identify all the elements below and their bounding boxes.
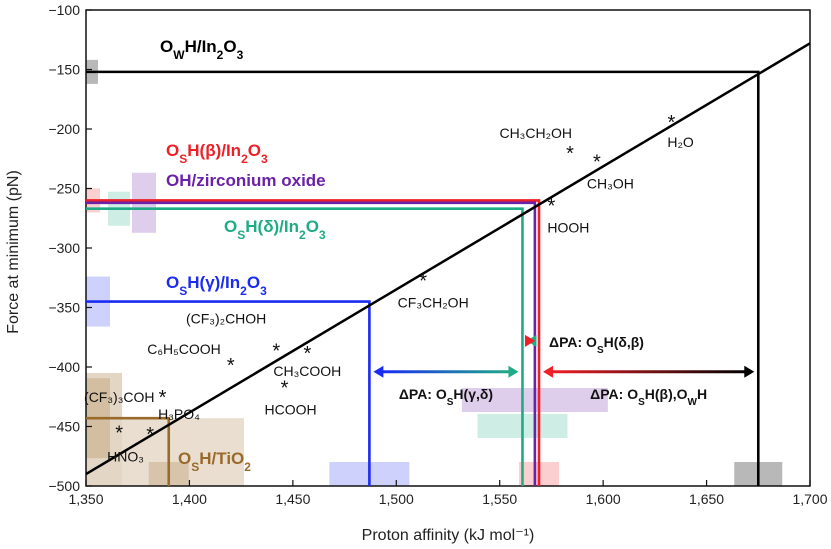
fit-line <box>85 42 811 476</box>
arrow-head <box>508 365 519 378</box>
compound-marker: * <box>303 343 311 365</box>
y-tick-label: −450 <box>48 419 80 435</box>
compound-marker: * <box>668 112 676 134</box>
x-tick-label: 1,700 <box>792 491 827 507</box>
compound-label: CH₃CH₂OH <box>499 125 572 141</box>
y-tick-label: −500 <box>48 478 80 494</box>
uncertainty-band <box>122 418 244 486</box>
y-tick-label: −300 <box>48 240 80 256</box>
y-tick-label: −150 <box>48 62 80 78</box>
y-tick-label: −350 <box>48 300 80 316</box>
arrow-shaft <box>551 370 747 374</box>
compound-marker: * <box>566 143 574 165</box>
delta-pa-arrows: ΔPA: OSH(δ,β) ΔPA: OSH(γ,δ) ΔPA: OSH(β),OW… <box>373 334 755 408</box>
series-label: OWH/In2O3 <box>160 37 244 62</box>
x-tick-label: 1,600 <box>586 491 621 507</box>
delta-pa-label: ΔPA: OSH(β),OWH <box>590 386 707 408</box>
series-label: OSH(γ)/In2O3 <box>166 273 267 298</box>
delta-pa-label: ΔPA: OSH(δ,β) <box>549 334 644 356</box>
x-tick-label: 1,450 <box>275 491 310 507</box>
compound-marker: * <box>548 195 556 217</box>
series-label: OSH(δ)/In2O3 <box>224 217 326 242</box>
compound-label: CF₃CH₂OH <box>398 294 469 310</box>
compound-label: HNO₃ <box>107 449 144 465</box>
series-line <box>86 201 537 486</box>
compound-label: HOOH <box>547 219 589 235</box>
series-line <box>86 199 541 486</box>
arrow-head <box>525 334 536 347</box>
compound-marker: * <box>115 423 123 445</box>
compound-label: (CF₃)₃COH <box>84 389 155 405</box>
x-tick-label: 1,550 <box>482 491 517 507</box>
compound-points: *HNO₃*H₃PO₄*(CF₃)₃COH*C₆H₅COOH *(CF₃)₂CHO… <box>84 112 694 465</box>
y-axis-label: Force at minimum (pN) <box>5 170 22 334</box>
x-tick-label: 1,500 <box>379 491 414 507</box>
compound-marker: * <box>593 151 601 173</box>
series-labels: OWH/In2O3 OSH(β)/In2O3 OH/zirconium oxide O… <box>160 37 326 474</box>
series-line <box>86 416 171 486</box>
series-line <box>86 300 371 486</box>
compound-label: (CF₃)₂CHOH <box>186 311 266 327</box>
series-lines <box>86 70 760 486</box>
compound-label: HCOOH <box>265 401 317 417</box>
compound-label: C₆H₅COOH <box>147 341 221 357</box>
x-tick-label: 1,650 <box>689 491 724 507</box>
series-line <box>86 70 760 486</box>
compound-label: H₃PO₄ <box>158 406 200 422</box>
arrow-head <box>373 365 384 378</box>
compound-marker: * <box>159 387 167 409</box>
compound-marker: * <box>281 377 289 399</box>
series-line <box>86 207 524 486</box>
series-label: OH/zirconium oxide <box>166 171 326 190</box>
x-tick-label: 1,400 <box>172 491 207 507</box>
compound-label: CH₃COOH <box>273 363 341 379</box>
y-tick-label: −250 <box>48 181 80 197</box>
series-label: OSH(β)/In2O3 <box>166 141 268 166</box>
compound-marker: * <box>146 424 154 446</box>
arrow-head <box>543 365 554 378</box>
arrow-shaft <box>381 370 511 374</box>
compound-label: CH₃OH <box>587 175 634 191</box>
y-tick-label: −100 <box>48 2 80 18</box>
compound-marker: * <box>272 341 280 363</box>
compound-marker: * <box>227 355 235 377</box>
delta-pa-label: ΔPA: OSH(γ,δ) <box>399 386 493 408</box>
uncertainty-band <box>86 372 122 486</box>
y-tick-label: −400 <box>48 359 80 375</box>
y-tick-label: −200 <box>48 121 80 137</box>
x-tick-label: 1,350 <box>68 491 103 507</box>
series-label: OSH/TiO2 <box>178 449 251 474</box>
compound-label: H₂O <box>667 134 694 150</box>
compound-marker: * <box>419 270 427 292</box>
arrow-head <box>744 365 755 378</box>
x-axis-label: Proton affinity (kJ mol⁻¹) <box>362 527 535 544</box>
axis-ticks: 1,350 1,400 1,450 1,500 1,550 1,600 1,650 1,700… <box>48 2 827 507</box>
